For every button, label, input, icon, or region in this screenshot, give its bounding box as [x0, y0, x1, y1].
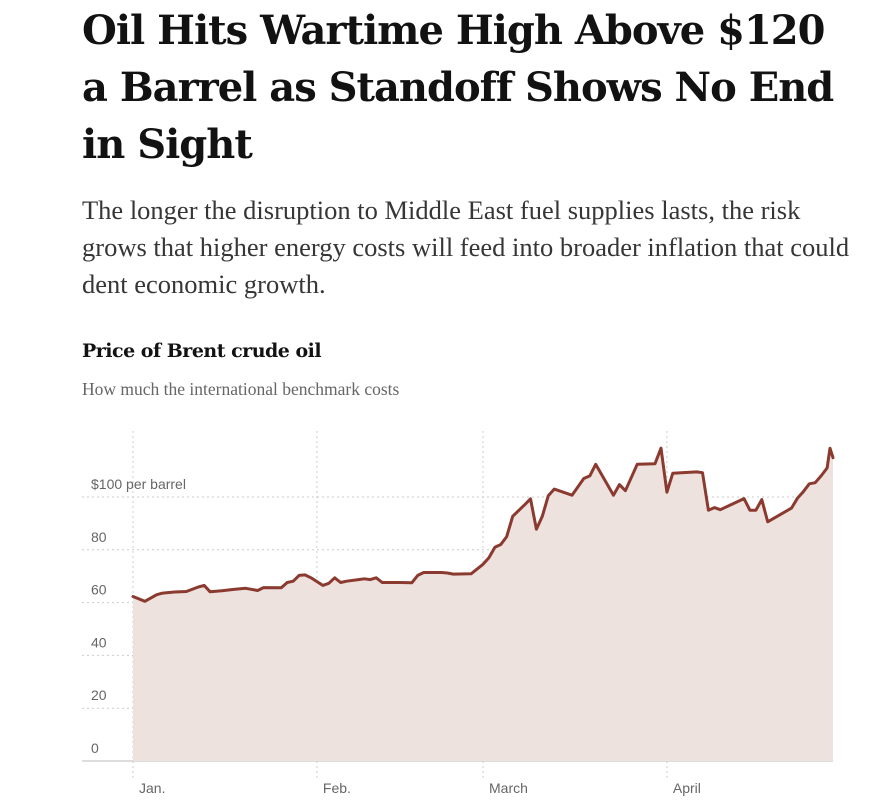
label-layer: 0 20 40 60 80 $100 per barrel Jan. Feb. March Apr…: [91, 476, 701, 796]
chart-title: Price of Brent crude oil: [82, 340, 322, 362]
y-tick-label: $100 per barrel: [91, 476, 186, 492]
y-tick-label: 60: [91, 582, 107, 598]
y-tick-label: 80: [91, 529, 107, 545]
x-tick-label: Feb.: [323, 780, 351, 796]
y-tick-label: 20: [91, 687, 107, 703]
x-tick-label: April: [673, 780, 701, 796]
article-summary: The longer the disruption to Middle East…: [82, 195, 850, 299]
chart-subtitle: How much the international benchmark cos…: [82, 379, 400, 399]
brent-price-chart: 0 20 40 60 80 $100 per barrel Jan. Feb. March Apr…: [82, 431, 835, 796]
x-tick-label: Jan.: [139, 780, 165, 796]
y-tick-label: 0: [91, 740, 99, 756]
price-line: [131, 446, 835, 603]
headline: Oil Hits Wartime High Above $120 a Barre…: [82, 7, 834, 168]
price-area: [133, 448, 833, 761]
y-tick-label: 40: [91, 634, 107, 650]
x-tick-label: March: [489, 780, 528, 796]
